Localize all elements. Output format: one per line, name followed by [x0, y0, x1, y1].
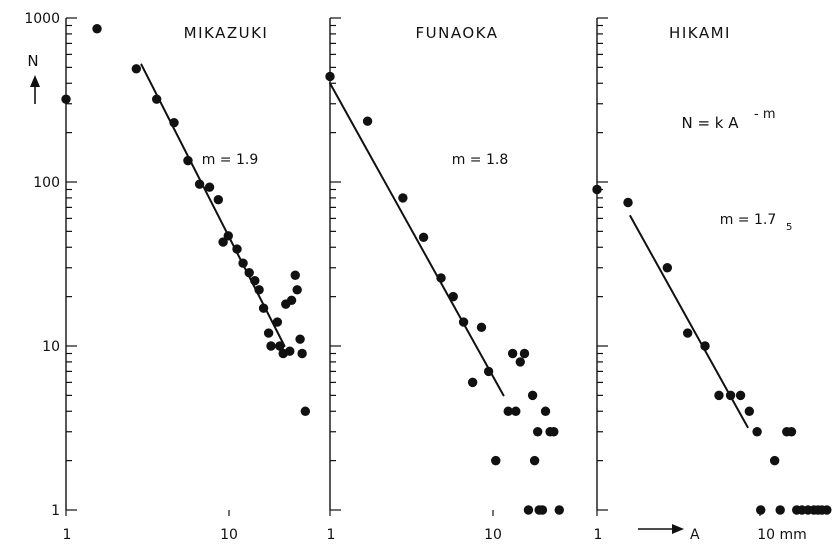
data-point — [254, 285, 264, 295]
data-point — [527, 390, 538, 401]
data-point — [540, 406, 551, 416]
data-point — [769, 455, 780, 466]
data-point — [537, 505, 548, 515]
data-point — [436, 273, 446, 283]
fit-line — [140, 63, 286, 347]
data-point — [448, 291, 458, 302]
data-point — [263, 328, 274, 338]
data-point — [458, 317, 469, 327]
data-point — [511, 406, 521, 416]
data-point — [786, 427, 797, 437]
data-point — [238, 258, 248, 268]
data-point — [151, 94, 162, 104]
data-point — [700, 341, 710, 351]
data-point — [131, 64, 142, 74]
data-point — [275, 341, 285, 351]
formula-text: N = k A — [681, 114, 739, 132]
data-point — [244, 267, 254, 278]
formula-exponent: - m — [754, 107, 776, 122]
data-point — [61, 94, 71, 104]
x-tick-label: 10 — [220, 527, 238, 543]
y-tick-label: 10 — [42, 339, 60, 355]
x-tick-label: 1 — [327, 527, 336, 543]
slope-annotation-subscript: 5 — [786, 222, 792, 233]
panel-hikami: 1 10 mm A HIKAMI N = k A - m m = 1.7 5 — [592, 17, 832, 543]
data-point — [682, 328, 693, 338]
data-point — [223, 231, 233, 241]
data-point — [735, 390, 746, 401]
data-point — [756, 505, 766, 515]
data-point — [300, 406, 311, 416]
data-point — [194, 179, 205, 189]
fit-line — [329, 82, 505, 397]
slope-annotation: m = 1.7 — [720, 212, 777, 228]
data-point — [418, 232, 429, 243]
data-point — [272, 317, 283, 327]
panel-title: HIKAMI — [669, 24, 731, 42]
data-point — [523, 505, 534, 515]
x-tick-label: 1 — [63, 527, 72, 543]
data-point — [662, 263, 673, 273]
right-arrow-icon — [672, 524, 684, 534]
data-point — [623, 197, 633, 208]
x-axis-label: A — [690, 527, 700, 543]
panel-title: FUNAOKA — [416, 24, 499, 42]
panel-mikazuki: 1 10 100 1000 N 1 10 MIKAZUKI m = 1.9 — [24, 11, 311, 543]
data-point — [292, 285, 302, 295]
data-point — [183, 155, 193, 166]
data-point — [592, 184, 602, 195]
data-point — [250, 276, 260, 286]
data-point — [398, 193, 408, 203]
data-point — [325, 71, 335, 82]
data-point — [467, 377, 478, 388]
data-point — [515, 357, 525, 367]
data-point — [519, 348, 530, 359]
data-point — [362, 116, 373, 126]
data-point — [714, 390, 724, 401]
data-point — [286, 295, 297, 305]
data-point — [169, 117, 179, 128]
data-point — [258, 303, 269, 313]
data-point — [232, 244, 242, 254]
data-point — [204, 182, 215, 192]
data-point — [218, 237, 228, 247]
data-point — [290, 270, 300, 280]
data-point — [725, 390, 736, 401]
data-point — [775, 505, 785, 515]
data-point — [549, 427, 559, 437]
slope-annotation: m = 1.9 — [202, 152, 259, 168]
y-tick-label: 1000 — [24, 11, 60, 27]
up-arrow-icon — [30, 75, 40, 87]
data-point — [822, 505, 832, 515]
data-point — [285, 346, 295, 356]
x-tick-label: 1 — [594, 527, 603, 543]
data-point — [529, 455, 540, 466]
slope-annotation: m = 1.8 — [452, 152, 509, 168]
y-axis-label: N — [27, 52, 38, 70]
x-tick-label: 10 mm — [757, 527, 807, 543]
data-point — [752, 427, 762, 437]
y-tick-label: 1 — [51, 503, 60, 519]
data-point — [532, 427, 543, 437]
data-point — [213, 194, 224, 205]
data-point — [507, 348, 518, 359]
data-point — [297, 348, 307, 359]
data-point — [476, 322, 487, 333]
x-tick-label: 10 — [484, 527, 502, 543]
data-point — [92, 24, 102, 34]
data-point — [503, 406, 513, 416]
data-point — [295, 334, 305, 344]
data-point — [744, 406, 755, 416]
panel-funaoka: 1 10 FUNAOKA m = 1.8 — [325, 17, 564, 543]
data-point — [554, 505, 564, 515]
data-point — [483, 366, 494, 377]
y-tick-label: 100 — [33, 175, 60, 191]
data-point — [266, 341, 276, 351]
data-point — [491, 455, 501, 466]
panel-title: MIKAZUKI — [184, 24, 269, 42]
